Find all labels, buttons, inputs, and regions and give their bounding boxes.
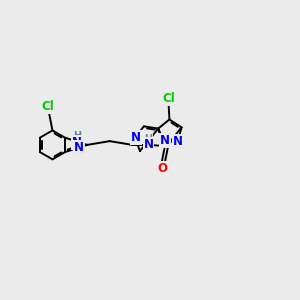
Text: H: H bbox=[73, 131, 81, 141]
Text: N: N bbox=[143, 138, 154, 152]
Text: O: O bbox=[157, 162, 167, 175]
Text: N: N bbox=[160, 134, 170, 147]
Text: N: N bbox=[131, 131, 141, 144]
Text: Cl: Cl bbox=[41, 100, 54, 113]
Text: N: N bbox=[173, 135, 183, 148]
Text: H: H bbox=[145, 134, 153, 144]
Text: N: N bbox=[74, 141, 84, 154]
Text: N: N bbox=[72, 136, 82, 148]
Text: Cl: Cl bbox=[162, 92, 175, 105]
